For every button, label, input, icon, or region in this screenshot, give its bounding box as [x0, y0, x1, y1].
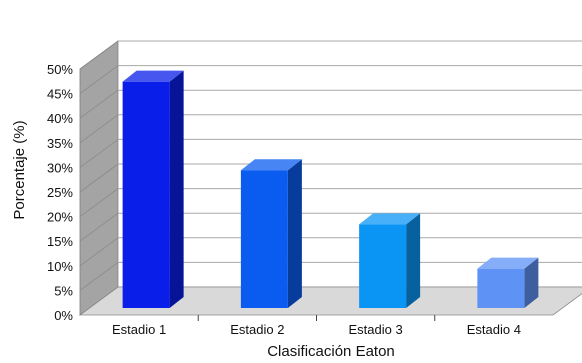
side-gridline — [79, 163, 119, 193]
y-tick-label: 50% — [47, 62, 73, 77]
y-tick-label: 30% — [47, 160, 73, 175]
y-tick-label: 40% — [47, 111, 73, 126]
bar-side — [287, 159, 302, 308]
bar-top — [359, 213, 421, 225]
x-tick-label: Estadio 2 — [230, 322, 284, 337]
x-tick-label: Estadio 4 — [467, 322, 521, 337]
y-tick-label: 35% — [47, 136, 73, 151]
side-gridline — [79, 139, 119, 168]
y-tick-label: 20% — [47, 210, 73, 225]
side-gridline — [79, 114, 119, 144]
side-gridline — [79, 40, 119, 70]
bar-front — [240, 170, 288, 308]
y-tick-label: 15% — [47, 234, 73, 249]
y-tick-label: 5% — [54, 283, 73, 298]
bar-top — [122, 70, 184, 82]
bar — [240, 159, 302, 308]
bar-side — [169, 70, 184, 309]
x-tick-labels: Estadio 1 Estadio 2 Estadio 3 Estadio 4 — [112, 322, 521, 337]
y-tick-label: 0% — [54, 308, 73, 323]
x-axis-title: Clasificación Eaton — [267, 343, 395, 360]
y-tick-labels: 0% 5% 10% 15% 20% 25% 30% 35% 40% 45% 50% — [47, 62, 73, 323]
y-tick-label: 45% — [47, 87, 73, 102]
bar-top — [240, 159, 302, 171]
x-tick-label: Estadio 1 — [112, 322, 166, 337]
side-gridline — [79, 237, 119, 267]
side-gridline — [79, 188, 119, 217]
y-axis-title: Porcentaje (%) — [11, 120, 28, 219]
side-gridline — [79, 262, 119, 291]
bar-front — [122, 81, 170, 309]
floor — [78, 286, 582, 316]
bar-side — [406, 213, 421, 308]
side-gridline — [79, 65, 119, 94]
bar-front — [477, 268, 525, 308]
y-tick-label: 25% — [47, 185, 73, 200]
bar-top — [477, 257, 539, 269]
x-tick-label: Estadio 3 — [349, 322, 403, 337]
bar — [477, 257, 539, 308]
y-tick-label: 10% — [47, 259, 73, 274]
bar — [122, 70, 184, 309]
side-gridline — [79, 89, 119, 119]
bars — [122, 70, 539, 309]
bar-front — [359, 224, 407, 308]
bar — [359, 213, 421, 308]
side-gridline — [79, 212, 119, 242]
gridlines — [79, 40, 582, 321]
bar-side — [524, 257, 539, 308]
